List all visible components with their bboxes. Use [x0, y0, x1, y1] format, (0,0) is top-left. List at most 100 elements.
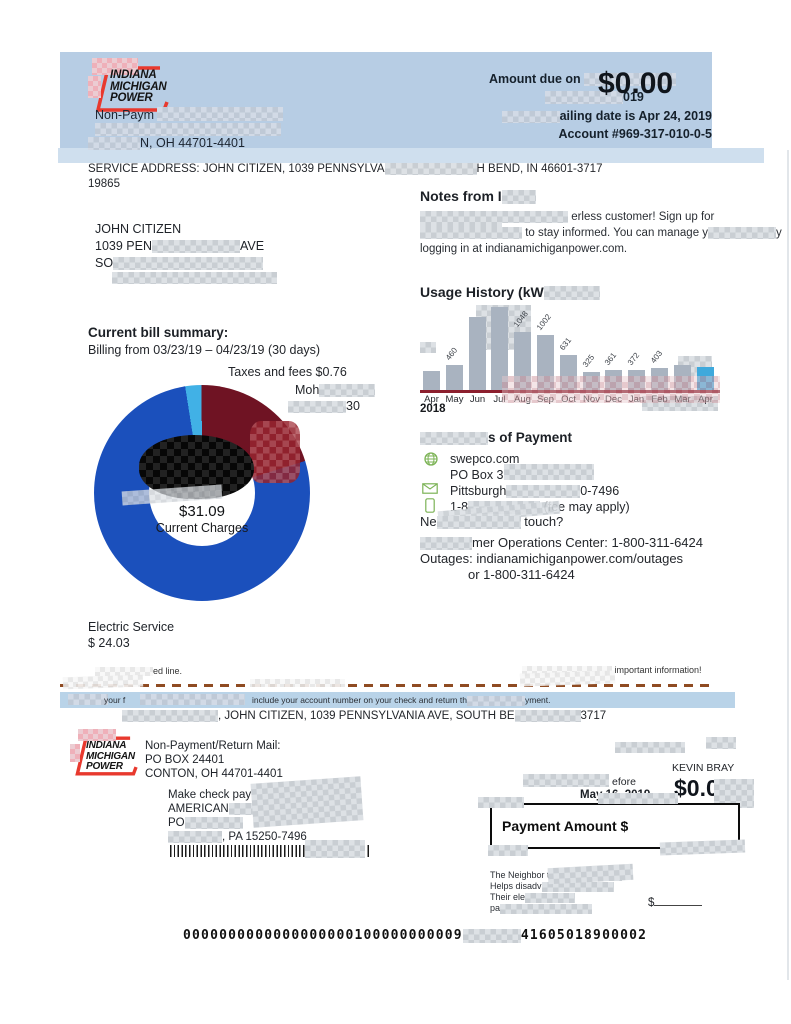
outages-line: Outages: indianamichiganpower.com/outage…: [420, 551, 684, 566]
donut-label-redacted1: Moh: [295, 383, 376, 398]
return-address-line1: Non-Paym: [95, 108, 155, 122]
bar-value-label: 1002: [534, 312, 553, 332]
globe-icon: [424, 452, 438, 466]
bar-value-label: 325: [580, 352, 597, 369]
service-address-line: SERVICE ADDRESS: JOHN CITIZEN, 1039 PENN…: [88, 163, 603, 176]
redaction-patch: [62, 674, 144, 690]
redaction-patch: [92, 58, 138, 75]
tear-note-left: ed line.: [95, 666, 182, 677]
redaction-patch: [543, 286, 600, 301]
bar-value-label: 372: [625, 350, 642, 367]
strip-text-fragment: your f: [104, 695, 126, 705]
strip-text-main: include your account number on your chec…: [252, 695, 551, 706]
return-address-line3: N, OH 44701-4401: [88, 136, 245, 151]
redaction-patch: [467, 695, 525, 706]
redaction-patch: [420, 342, 436, 353]
chart-year-label: 2018: [420, 403, 446, 415]
bill-donut-chart: $31.09 Current Charges: [94, 385, 310, 601]
brand-logo: INDIANA MICHIGAN POWER: [110, 69, 167, 105]
redaction-patch: [488, 845, 528, 856]
scan-edge-line: [787, 150, 789, 980]
logo-line2: MICHIGAN: [110, 80, 167, 93]
notes-title: Notes from I: [420, 188, 536, 205]
usage-bar: [446, 365, 463, 390]
neighbor-line2: Helps disadv: [490, 881, 622, 892]
agent-name: KEVIN BRAY: [672, 762, 735, 774]
redaction-patch: [514, 710, 581, 722]
get-in-touch-line: Ne touch?: [420, 514, 564, 530]
donation-amount-field: $: [648, 897, 703, 909]
stub-address-line: , JOHN CITIZEN, 1039 PENNSYLVANIA AVE, S…: [122, 710, 606, 722]
usage-history-title: Usage History (kW: [420, 284, 600, 301]
redaction-patch: [420, 537, 472, 551]
donut-center-value: $31.09: [179, 503, 225, 520]
service-address-line2: 19865: [88, 178, 120, 190]
redaction-patch: [504, 464, 594, 480]
redaction-patch: [88, 137, 140, 151]
customer-city: SO: [95, 256, 264, 271]
redaction-patch: [88, 76, 101, 98]
redaction-patch: [250, 421, 300, 483]
redaction-patch: [184, 817, 243, 829]
redaction-patch: [584, 73, 677, 87]
redaction-patch: [501, 110, 560, 123]
redaction-patch: [545, 91, 623, 105]
payment-methods-title: s of Payment: [420, 430, 572, 445]
bar-value-label: 460: [443, 345, 460, 362]
usage-bar: [514, 332, 531, 390]
redaction-patch: [420, 227, 522, 239]
redaction-patch: [523, 774, 609, 787]
redaction-patch: [506, 485, 581, 499]
donut-center-label: Current Charges: [155, 521, 249, 535]
redaction-patch: [501, 190, 536, 205]
redaction-patch: [522, 665, 612, 676]
header-band-strip: [58, 148, 764, 163]
redaction-patch: [525, 892, 576, 903]
amount-due-date: 019: [545, 90, 644, 105]
redaction-patch: [250, 679, 345, 687]
redaction-patch: [250, 776, 364, 828]
customer-name: JOHN CITIZEN: [95, 222, 182, 236]
brand-logo-stub: INDIANA MICHIGAN POWER: [86, 740, 135, 772]
amount-due-label: Amount due on: [489, 72, 677, 87]
logo-line1: INDIANA: [110, 69, 157, 81]
payment-city-line: Pittsburgh 0-7496: [450, 484, 620, 499]
outages-line2: or 1-800-311-6424: [468, 567, 575, 582]
redaction-patch: [70, 744, 80, 762]
tear-note-right: important information!: [522, 665, 702, 676]
month-label: Jun: [469, 394, 486, 405]
month-label: May: [445, 394, 464, 405]
redaction-patch: [462, 928, 521, 943]
payment-amount-label: Payment Amount $: [502, 818, 629, 834]
logo-line3: POWER: [110, 92, 153, 104]
redaction-patch: [708, 227, 777, 239]
account-strip: your f include your account number on yo…: [60, 692, 735, 708]
redaction-patch: [420, 431, 488, 445]
redaction-patch: [288, 400, 346, 413]
redaction-patch: [95, 667, 153, 677]
redaction-patch: [659, 839, 746, 856]
redaction-patch: [157, 107, 283, 121]
redaction-patch: [122, 710, 218, 722]
electric-service-amount: $ 24.03: [88, 636, 130, 650]
phone-icon: [425, 498, 435, 513]
operations-center-line: mer Operations Center: 1-800-311-6424: [420, 535, 703, 551]
redaction-patch: [112, 272, 277, 284]
bar-value-label: 361: [602, 350, 619, 367]
stub-return-po: PO BOX 24401: [145, 754, 225, 766]
perforation-dashed-line: [60, 684, 712, 687]
donation-blank-line: [654, 897, 703, 906]
redaction-patch: [95, 123, 281, 136]
redaction-patch: [706, 737, 736, 749]
usage-bar: [469, 317, 486, 390]
redaction-patch: [140, 694, 245, 705]
neighbor-line4: pa: [490, 903, 622, 914]
envelope-icon: [422, 483, 438, 494]
check-payable-line3: PO: [168, 817, 243, 829]
redaction-patch: [68, 694, 108, 705]
redaction-patch: [113, 257, 264, 271]
redaction-patch: [502, 376, 720, 403]
bill-summary-subtitle: Billing from 03/23/19 – 04/23/19 (30 day…: [88, 343, 321, 357]
redaction-patch: [478, 797, 524, 808]
